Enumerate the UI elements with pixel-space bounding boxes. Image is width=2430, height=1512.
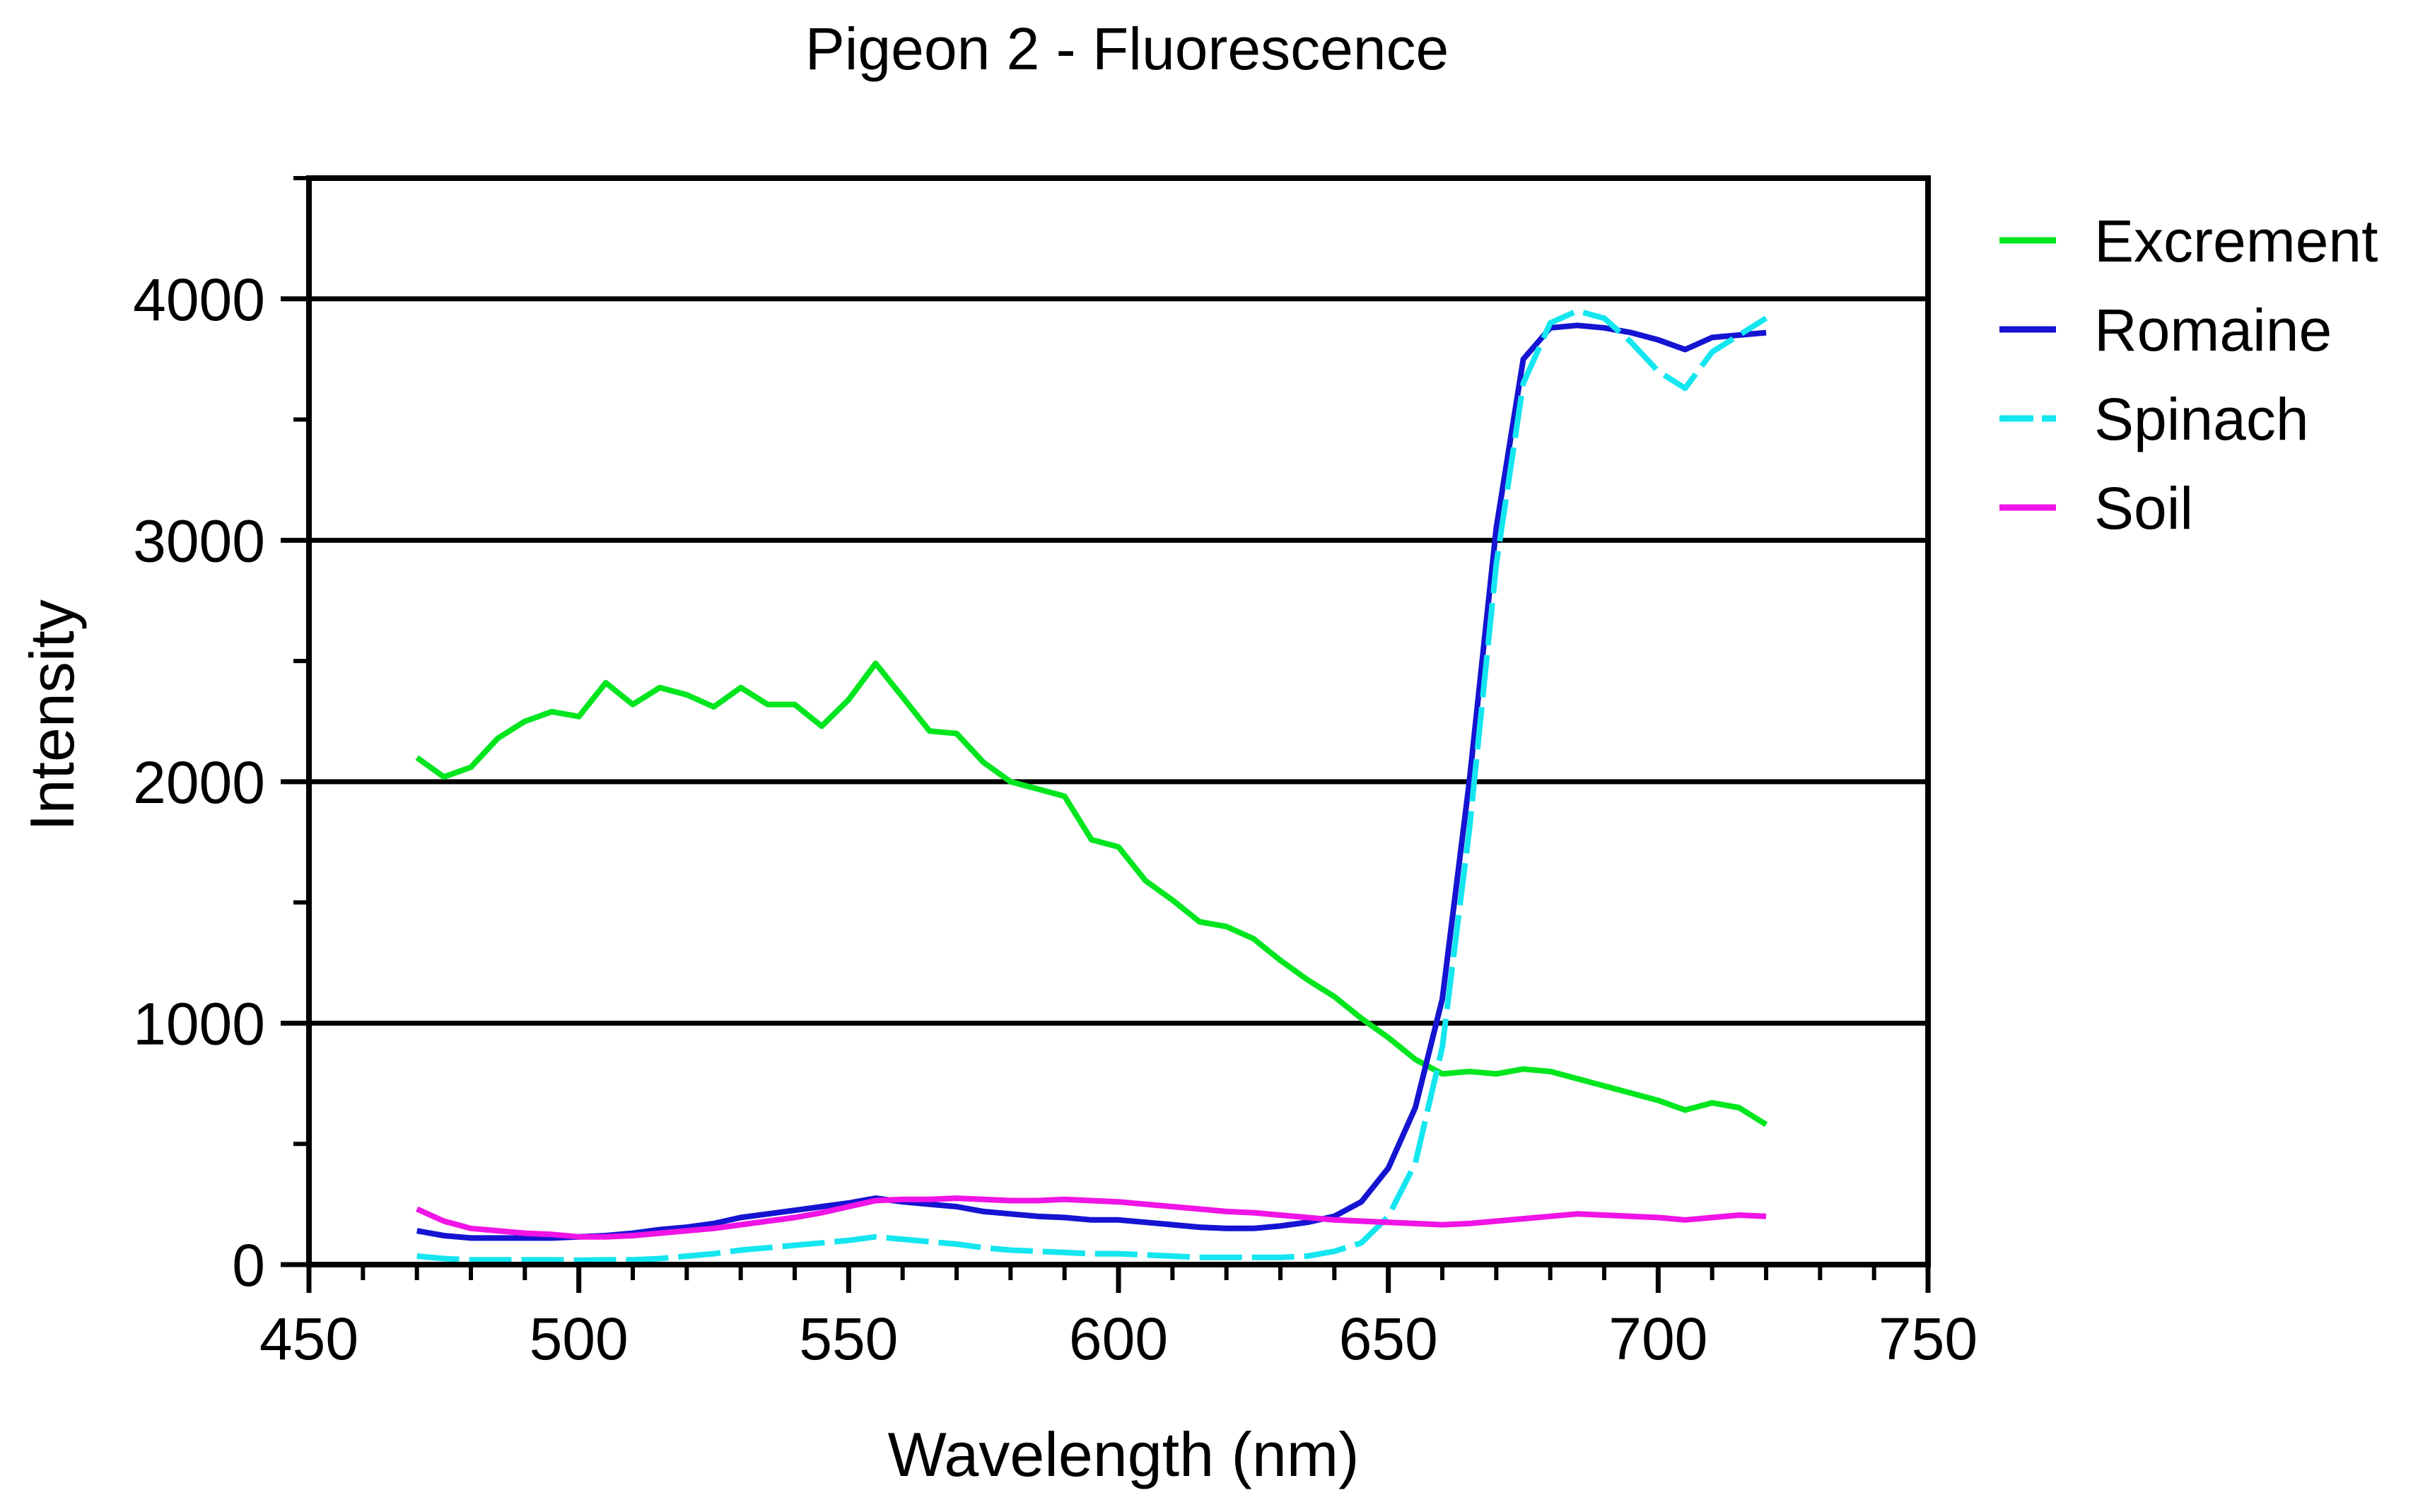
chart-title: Pigeon 2 - Fluorescence (805, 16, 1449, 82)
y-tick-label-4000: 4000 (133, 266, 265, 333)
x-tick-label-650: 650 (1339, 1306, 1438, 1372)
y-tick-label-3000: 3000 (133, 508, 265, 574)
x-axis-label: Wavelength (nm) (888, 1419, 1360, 1489)
x-tick-label-550: 550 (799, 1306, 898, 1372)
legend-label-excrement: Excrement (2094, 208, 2378, 274)
legend-label-romaine: Romaine (2094, 297, 2332, 363)
legend-label-soil: Soil (2094, 475, 2193, 541)
x-tick-label-700: 700 (1608, 1306, 1707, 1372)
y-tick-label-1000: 1000 (133, 990, 265, 1057)
legend: Excrement Romaine Spinach Soil (1999, 208, 2378, 541)
x-tick-label-600: 600 (1069, 1306, 1168, 1372)
y-tick-label-0: 0 (232, 1232, 265, 1299)
grid-lines (309, 296, 1928, 1026)
tick-labels: 450 500 550 600 650 700 750 0 1000 2000 3000 4000 (133, 266, 1978, 1372)
x-tick-label-450: 450 (259, 1306, 358, 1372)
series-line-excrement (415, 660, 1768, 1127)
axes (306, 175, 1931, 1267)
series-line-soil (416, 1195, 1767, 1240)
plot-frame (306, 175, 1931, 1267)
tick-marks (281, 176, 1931, 1293)
legend-label-spinach: Spinach (2094, 386, 2309, 452)
x-tick-label-750: 750 (1879, 1306, 1978, 1372)
y-tick-label-2000: 2000 (133, 749, 265, 816)
plot-series (415, 307, 1768, 1263)
y-axis-label: Intensity (17, 599, 87, 831)
series-line-spinach (416, 307, 1768, 1263)
x-tick-label-500: 500 (530, 1306, 629, 1372)
